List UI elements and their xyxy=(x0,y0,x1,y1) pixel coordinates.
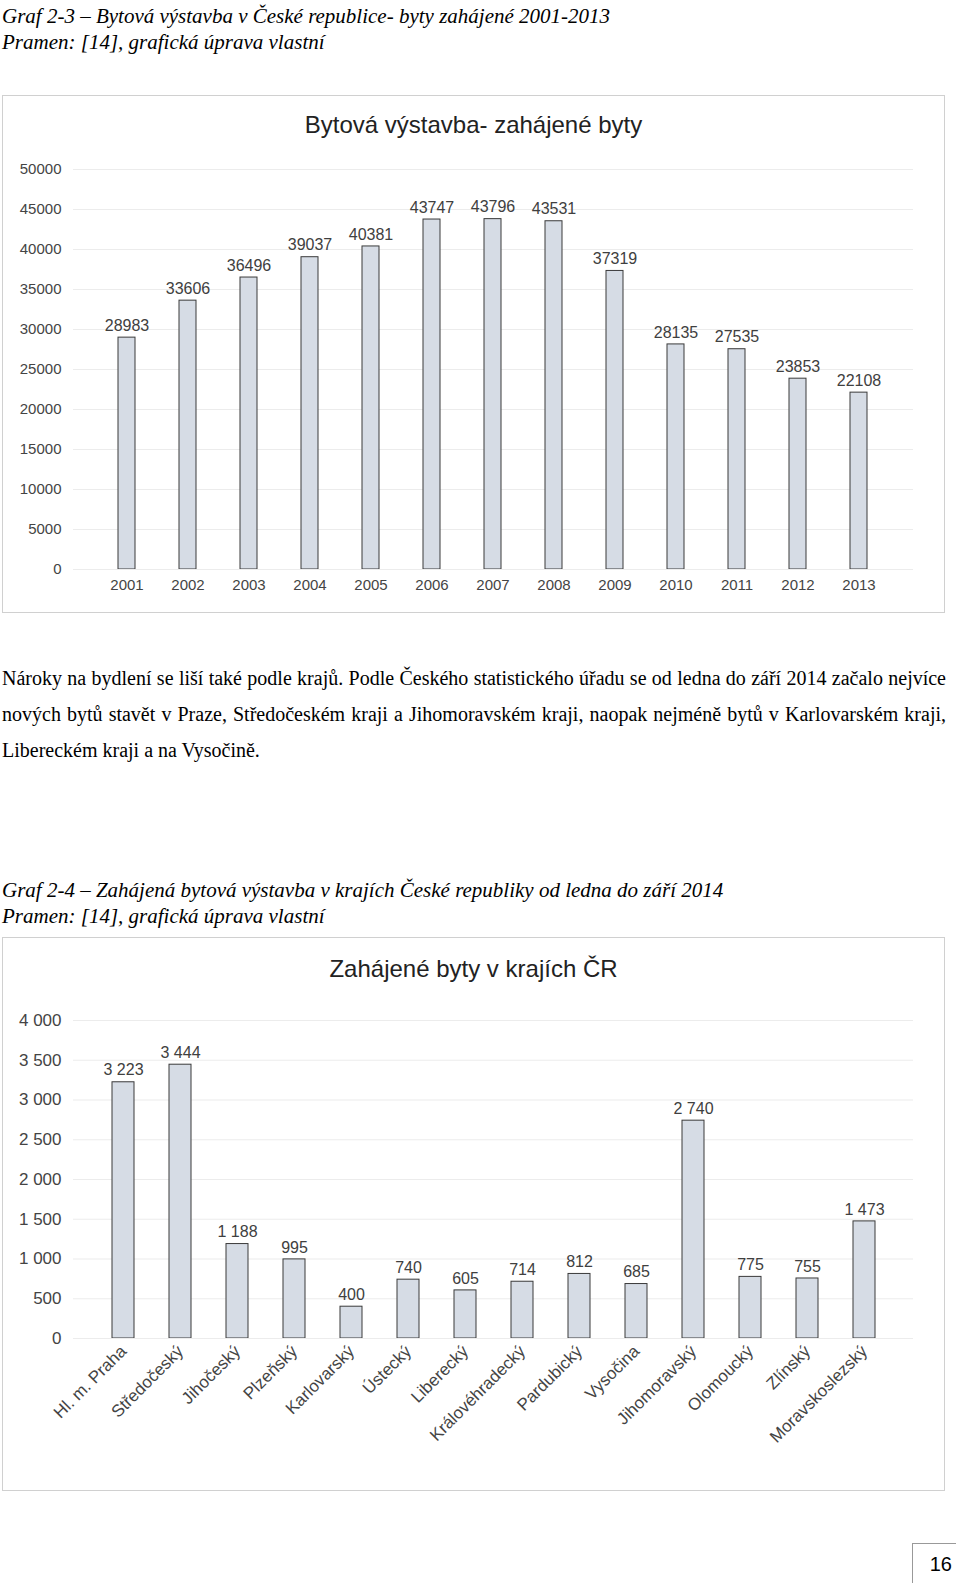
svg-text:1 473: 1 473 xyxy=(844,1201,884,1218)
svg-text:Zlínský: Zlínský xyxy=(763,1341,815,1393)
svg-text:740: 740 xyxy=(395,1259,422,1276)
svg-text:Hl. m. Praha: Hl. m. Praha xyxy=(49,1341,131,1422)
svg-text:35000: 35000 xyxy=(20,280,62,297)
svg-text:500: 500 xyxy=(33,1289,61,1308)
html-text:Graf 2-4 – Zahájená bytová výs: Graf 2-4 – Zahájená bytová výstavba v kr… xyxy=(2,878,724,902)
svg-text:2013: 2013 xyxy=(842,576,875,593)
svg-text:45000: 45000 xyxy=(20,200,62,217)
svg-text:2004: 2004 xyxy=(293,576,326,593)
svg-text:27535: 27535 xyxy=(715,328,760,345)
html-text:Graf 2-3 – Bytová výstavba v Č: Graf 2-3 – Bytová výstavba v České repub… xyxy=(2,4,610,28)
html-text:Pramen: [14], grafická úprava: Pramen: [14], grafická úprava vlastní xyxy=(2,30,325,54)
svg-text:15000: 15000 xyxy=(20,440,62,457)
svg-text:4 000: 4 000 xyxy=(19,1011,62,1030)
svg-text:1 000: 1 000 xyxy=(19,1249,62,1268)
svg-text:40000: 40000 xyxy=(20,240,62,257)
svg-text:Královéhradecký: Královéhradecký xyxy=(426,1341,529,1444)
svg-text:28135: 28135 xyxy=(654,324,699,341)
svg-text:25000: 25000 xyxy=(20,360,62,377)
svg-text:1 500: 1 500 xyxy=(19,1210,62,1229)
svg-text:714: 714 xyxy=(509,1261,536,1278)
svg-text:3 500: 3 500 xyxy=(19,1051,62,1070)
svg-text:605: 605 xyxy=(452,1270,479,1287)
svg-text:2009: 2009 xyxy=(598,576,631,593)
svg-text:37319: 37319 xyxy=(593,250,638,267)
html-text:Zahájené byty v krajích ČR: Zahájené byty v krajích ČR xyxy=(329,955,618,982)
svg-text:2006: 2006 xyxy=(415,576,448,593)
svg-text:Plzeňský: Plzeňský xyxy=(239,1341,302,1404)
svg-text:2003: 2003 xyxy=(232,576,265,593)
svg-text:Karlovarský: Karlovarský xyxy=(282,1341,359,1418)
svg-text:2007: 2007 xyxy=(476,576,509,593)
svg-text:2002: 2002 xyxy=(171,576,204,593)
svg-text:2 500: 2 500 xyxy=(19,1130,62,1149)
svg-text:Ústecký: Ústecký xyxy=(359,1341,416,1398)
svg-text:2008: 2008 xyxy=(537,576,570,593)
svg-text:2012: 2012 xyxy=(781,576,814,593)
svg-text:2005: 2005 xyxy=(354,576,387,593)
svg-text:2011: 2011 xyxy=(721,576,753,593)
svg-text:2 740: 2 740 xyxy=(673,1100,713,1117)
svg-text:755: 755 xyxy=(794,1258,821,1275)
svg-text:685: 685 xyxy=(623,1263,650,1280)
svg-text:Středočeský: Středočeský xyxy=(108,1341,188,1421)
svg-text:43531: 43531 xyxy=(532,200,577,217)
svg-text:0: 0 xyxy=(52,1329,61,1348)
svg-text:20000: 20000 xyxy=(20,400,62,417)
svg-text:22108: 22108 xyxy=(837,372,882,389)
html-text:Nároky na bydlení se liší také: Nároky na bydlení se liší také podle kra… xyxy=(2,667,946,761)
svg-text:33606: 33606 xyxy=(166,280,211,297)
svg-text:43747: 43747 xyxy=(410,199,455,216)
svg-text:43796: 43796 xyxy=(471,198,516,215)
svg-text:2001: 2001 xyxy=(110,576,143,593)
svg-text:3 444: 3 444 xyxy=(160,1044,200,1061)
html-text:16: 16 xyxy=(929,1553,952,1575)
svg-text:Pardubický: Pardubický xyxy=(513,1341,586,1414)
svg-text:Olomoucký: Olomoucký xyxy=(684,1341,758,1415)
svg-text:36496: 36496 xyxy=(227,257,272,274)
svg-text:28983: 28983 xyxy=(105,317,150,334)
svg-text:2 000: 2 000 xyxy=(19,1170,62,1189)
svg-text:3 000: 3 000 xyxy=(19,1090,62,1109)
svg-text:Vysočina: Vysočina xyxy=(581,1341,644,1404)
html-text:Pramen: [14], grafická úprava: Pramen: [14], grafická úprava vlastní xyxy=(2,904,325,928)
svg-text:400: 400 xyxy=(338,1286,365,1303)
svg-text:40381: 40381 xyxy=(349,226,394,243)
svg-text:995: 995 xyxy=(281,1239,308,1256)
svg-text:5000: 5000 xyxy=(28,520,61,537)
svg-text:50000: 50000 xyxy=(20,160,62,177)
svg-text:Jihomoravský: Jihomoravský xyxy=(613,1341,700,1428)
svg-text:2010: 2010 xyxy=(659,576,692,593)
svg-text:30000: 30000 xyxy=(20,320,62,337)
svg-text:Jihočeský: Jihočeský xyxy=(178,1341,245,1408)
svg-text:812: 812 xyxy=(566,1253,593,1270)
svg-text:Liberecký: Liberecký xyxy=(407,1341,473,1407)
svg-text:1 188: 1 188 xyxy=(217,1223,257,1240)
svg-text:0: 0 xyxy=(53,560,61,577)
svg-text:10000: 10000 xyxy=(20,480,62,497)
svg-text:23853: 23853 xyxy=(776,358,821,375)
svg-text:Moravskoslezský: Moravskoslezský xyxy=(766,1341,871,1446)
svg-text:39037: 39037 xyxy=(288,236,333,253)
svg-text:775: 775 xyxy=(737,1256,764,1273)
svg-text:3 223: 3 223 xyxy=(103,1061,143,1078)
html-text:Bytová výstavba- zahájené byty: Bytová výstavba- zahájené byty xyxy=(304,111,643,138)
